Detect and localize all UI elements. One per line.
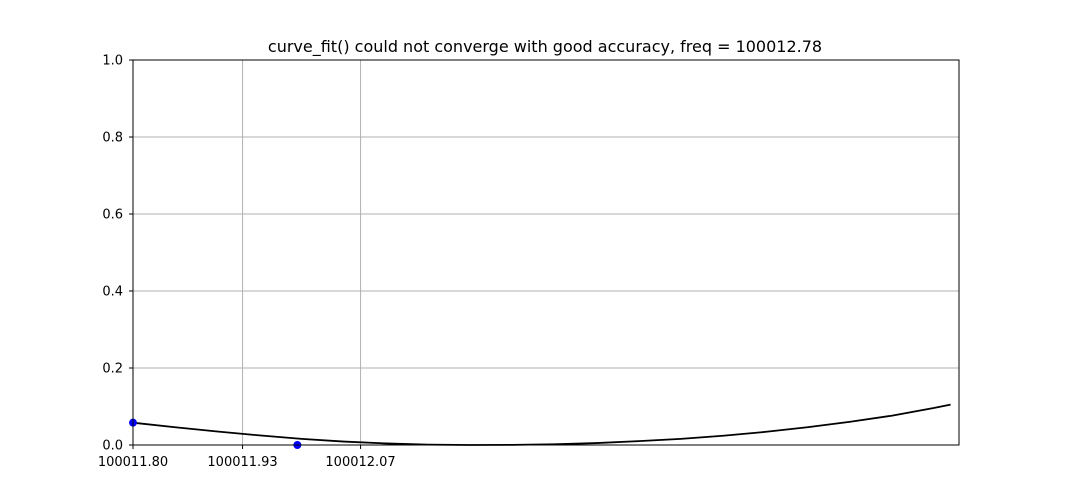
x-tick-label: 100012.07 xyxy=(325,455,395,470)
ticks: 100011.80 100011.93 100012.07 0.0 0.2 0.4 0.6 0… xyxy=(98,54,396,471)
fit-curve xyxy=(132,403,951,446)
y-tick-label: 1.0 xyxy=(102,54,123,69)
y-tick-label: 0.2 xyxy=(102,362,123,377)
y-tick-label: 0.8 xyxy=(102,131,123,146)
chart-title: curve_fit() could not converge with good… xyxy=(268,37,822,57)
y-tick-label: 0.6 xyxy=(102,208,123,223)
x-tick-label: 100011.80 xyxy=(98,455,168,470)
plot-background xyxy=(133,60,959,445)
grid xyxy=(133,60,959,445)
axes-frame xyxy=(132,59,960,446)
y-tick-label: 0.0 xyxy=(102,439,123,454)
y-tick-label: 0.4 xyxy=(102,285,123,300)
x-tick-label: 100011.93 xyxy=(207,455,277,470)
plot-area: 100011.80 100011.93 100012.07 0.0 0.2 0.4 0.6 0… xyxy=(98,54,960,471)
